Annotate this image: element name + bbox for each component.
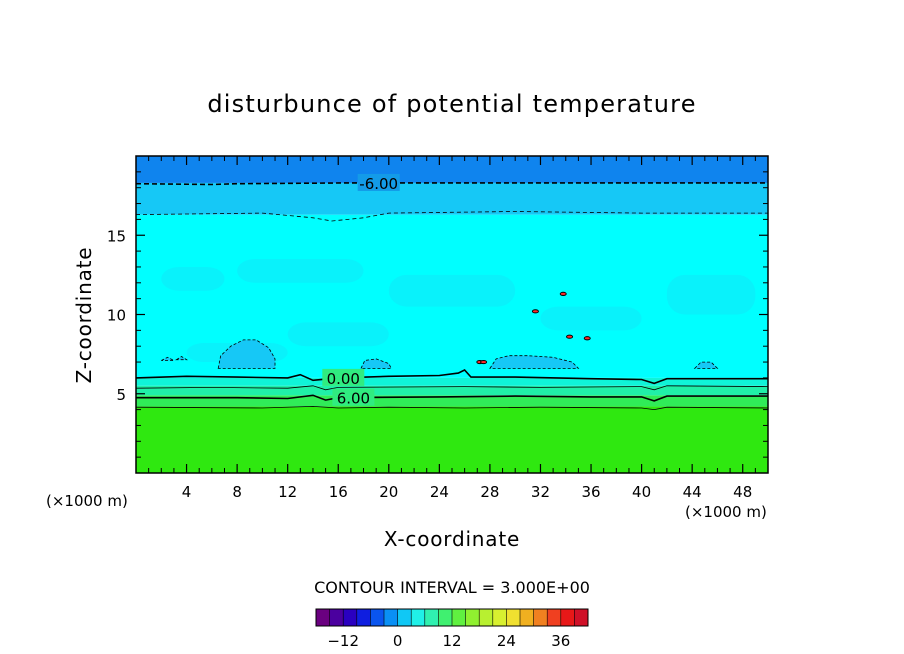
y-tick-label: 5 <box>116 386 126 404</box>
contour-line <box>136 394 768 402</box>
colorbar-swatch <box>424 609 439 626</box>
colorbar-tick-label: 0 <box>393 632 403 650</box>
contour-fill-region <box>161 357 174 361</box>
colorbar-swatch <box>384 609 398 626</box>
x-tick-label: 36 <box>581 483 600 501</box>
contour-small-feature <box>559 291 567 296</box>
colorbar-tick-label: 12 <box>442 632 461 650</box>
y-unit-label: (×1000 m) <box>46 492 128 510</box>
colorbar-swatch <box>452 609 466 626</box>
colorbar-swatch <box>479 609 494 626</box>
contour-interval-text: CONTOUR INTERVAL = 3.000E+00 <box>314 578 590 597</box>
x-axis: 4 8 12 16 20 24 28 32 36 40 44 48 <box>148 156 756 501</box>
contour-band <box>136 395 768 407</box>
colorbar-swatch <box>560 609 575 626</box>
x-tick-label: 40 <box>632 483 651 501</box>
x-tick-label: 8 <box>232 483 242 501</box>
contour-band <box>136 182 768 215</box>
contour-line <box>135 211 768 222</box>
colorbar-swatch <box>574 609 589 626</box>
colorbar-ticks: −12 0 12 24 36 <box>327 632 570 650</box>
colorbar-tick-label: −12 <box>327 632 359 650</box>
colorbar <box>315 608 589 627</box>
contour-small-feature <box>480 359 488 365</box>
colorbar-tick-label: 36 <box>551 632 570 650</box>
plot-area: -6.00 0.00 6.00 <box>135 156 769 473</box>
contour-small-feature <box>531 309 539 314</box>
colorbar-swatch <box>520 609 534 626</box>
contour-label: 6.00 <box>337 390 370 408</box>
colorbar-swatch <box>465 609 480 626</box>
contour-fill-region <box>218 339 276 369</box>
colorbar-swatch <box>370 609 385 626</box>
colorbar-swatch <box>343 609 358 626</box>
y-tick-label: 10 <box>107 307 126 325</box>
contour-small-feature <box>583 336 591 341</box>
x-tick-label: 4 <box>182 483 192 501</box>
colorbar-swatch <box>316 609 330 626</box>
x-tick-label: 32 <box>531 483 550 501</box>
x-axis-label: X-coordinate <box>384 527 520 551</box>
contour-label: -6.00 <box>359 175 398 193</box>
x-tick-label: 20 <box>379 483 398 501</box>
colorbar-frame <box>315 608 589 627</box>
contour-fill-region <box>360 358 392 369</box>
contour-band <box>136 385 768 396</box>
contour-band <box>136 406 768 473</box>
colorbar-tick-label: 24 <box>497 632 516 650</box>
contour-line <box>135 385 769 391</box>
contour-closed-line <box>693 361 719 369</box>
contour-patch <box>237 259 364 283</box>
colorbar-swatch <box>547 609 562 626</box>
contour-patch <box>161 266 225 291</box>
contour-label-bg <box>322 368 365 386</box>
contour-fill-region <box>176 356 187 360</box>
x-tick-label: 16 <box>329 483 348 501</box>
contour-patch <box>666 274 756 315</box>
colorbar-swatch <box>533 609 548 626</box>
colorbar-swatch <box>411 609 426 626</box>
contour-closed-line <box>489 355 580 369</box>
contour-closed-line <box>175 356 188 361</box>
contour-patch <box>540 306 642 331</box>
x-tick-label: 24 <box>430 483 449 501</box>
contour-label: 0.00 <box>327 370 360 388</box>
contour-closed-line <box>360 358 392 369</box>
x-tick-label: 44 <box>683 483 702 501</box>
contour-label-bg <box>357 173 400 191</box>
contour-label-bg <box>332 388 375 406</box>
y-axis: 5 10 15 <box>107 171 768 458</box>
colorbar-swatch <box>438 609 453 626</box>
y-tick-label: 15 <box>107 227 126 245</box>
x-tick-label: 28 <box>480 483 499 501</box>
contour-line <box>135 182 768 186</box>
contour-small-feature <box>566 334 574 339</box>
colorbar-swatch <box>329 609 344 626</box>
colorbar-swatch <box>506 609 521 626</box>
colorbar-swatch <box>356 609 371 626</box>
y-axis-label: Z-coordinate <box>72 247 96 384</box>
contour-closed-line <box>161 356 175 361</box>
contour-band <box>136 377 768 386</box>
contour-patch <box>287 322 389 347</box>
contour-fill-region <box>489 355 579 369</box>
colorbar-swatch <box>492 609 507 626</box>
contour-fill-region <box>694 362 718 369</box>
x-tick-label: 48 <box>733 483 752 501</box>
colorbar-swatch <box>397 609 412 626</box>
contour-line <box>135 405 769 411</box>
contour-closed-line <box>217 339 276 369</box>
contour-line <box>135 369 768 385</box>
x-tick-label: 12 <box>278 483 297 501</box>
contour-patch <box>388 274 516 307</box>
chart-title: disturbunce of potential temperature <box>207 90 696 118</box>
x-unit-label: (×1000 m) <box>685 503 767 521</box>
